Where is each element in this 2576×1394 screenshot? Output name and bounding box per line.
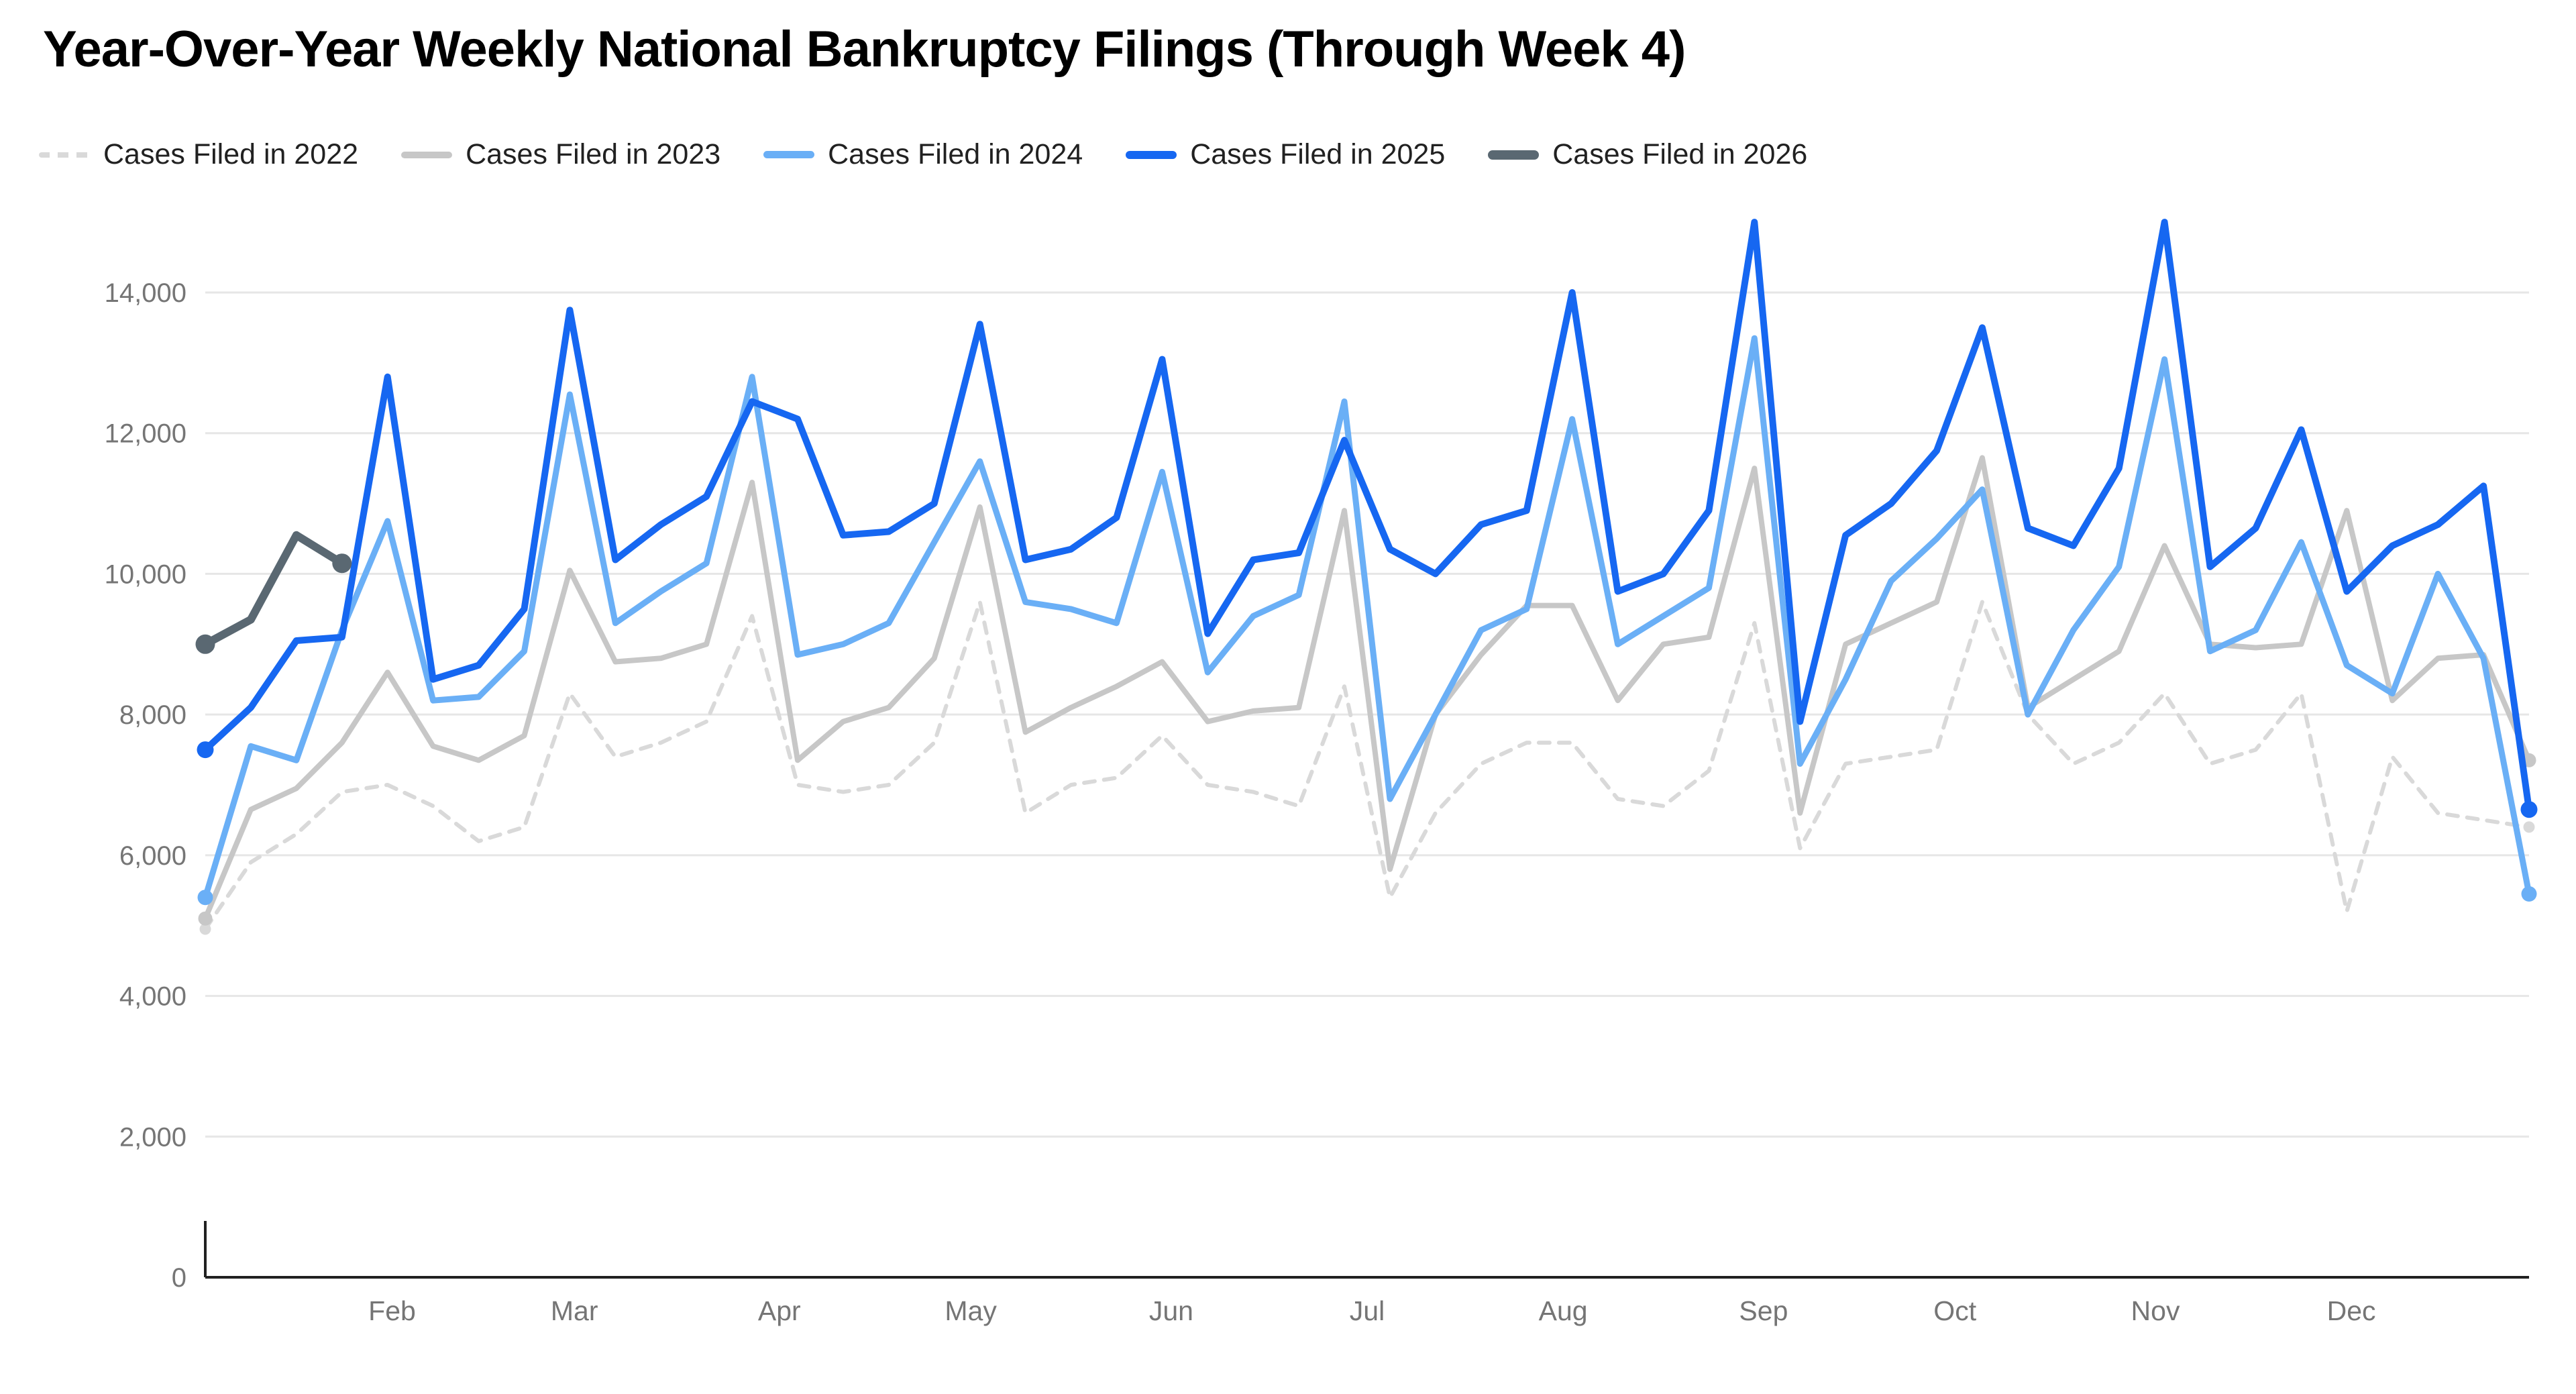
y-axis-label: 2,000 bbox=[119, 1122, 186, 1152]
legend-line-swatch-2024 bbox=[763, 151, 815, 158]
series-line-2023[interactable] bbox=[203, 455, 2532, 922]
series-line-2024[interactable] bbox=[202, 335, 2532, 901]
series-endpoint-dot-2026[interactable] bbox=[332, 553, 352, 574]
legend-item-2022[interactable]: Cases Filed in 2022 bbox=[39, 138, 358, 171]
legend-label-2024: Cases Filed in 2024 bbox=[828, 138, 1083, 170]
chart-area: 0 2,000 4,000 6,000 8,000 10,000 12,000 14,000 F… bbox=[0, 201, 2576, 1391]
x-axis-label: Dec bbox=[2327, 1295, 2376, 1326]
series-endpoint-dot-2026[interactable] bbox=[195, 634, 215, 654]
x-axis-label: Mar bbox=[551, 1295, 598, 1326]
y-axis-label: 4,000 bbox=[119, 982, 186, 1012]
x-axis-label: Apr bbox=[758, 1295, 801, 1326]
x-axis-label: Oct bbox=[1933, 1295, 1976, 1326]
legend-label-2022: Cases Filed in 2022 bbox=[103, 138, 359, 170]
legend-line-swatch-2023 bbox=[401, 151, 453, 158]
legend-label-2025: Cases Filed in 2025 bbox=[1190, 138, 1446, 170]
series-endpoint-dot-2022[interactable] bbox=[2523, 821, 2535, 833]
y-axis-label: 14,000 bbox=[105, 278, 186, 308]
y-axis-label: 6,000 bbox=[119, 841, 186, 871]
x-axis-label: Nov bbox=[2131, 1295, 2180, 1326]
series-endpoint-dot-2025[interactable] bbox=[2520, 801, 2538, 818]
legend-item-2023[interactable]: Cases Filed in 2023 bbox=[401, 138, 720, 171]
legend-line-swatch-2026 bbox=[1488, 150, 1540, 160]
legend-line-swatch-2022 bbox=[39, 152, 90, 158]
legend-item-2026[interactable]: Cases Filed in 2026 bbox=[1488, 138, 1807, 171]
series-endpoint-dot-2025[interactable] bbox=[197, 741, 214, 759]
series-line-2022[interactable] bbox=[203, 600, 2531, 931]
legend-label-2026: Cases Filed in 2026 bbox=[1552, 138, 1808, 170]
y-axis-label: 12,000 bbox=[105, 419, 186, 449]
x-axis-label: May bbox=[945, 1295, 997, 1326]
series-endpoint-dot-2022[interactable] bbox=[199, 923, 211, 935]
legend-item-2024[interactable]: Cases Filed in 2024 bbox=[763, 138, 1083, 171]
legend-item-2025[interactable]: Cases Filed in 2025 bbox=[1126, 138, 1445, 171]
y-axis-label: 8,000 bbox=[119, 700, 186, 730]
legend-line-swatch-2025 bbox=[1126, 150, 1177, 159]
chart-title: Year-Over-Year Weekly National Bankruptc… bbox=[43, 21, 1686, 78]
y-axis-label: 10,000 bbox=[105, 559, 186, 589]
series-endpoint-dot-2023[interactable] bbox=[198, 911, 213, 926]
y-axis-label: 0 bbox=[172, 1263, 186, 1293]
legend: Cases Filed in 2022 Cases Filed in 2023 … bbox=[39, 138, 1807, 171]
series-line-2025[interactable] bbox=[202, 219, 2532, 813]
x-axis-label: Jun bbox=[1149, 1295, 1193, 1326]
x-axis-label: Jul bbox=[1350, 1295, 1385, 1326]
series-endpoint-dot-2024[interactable] bbox=[2521, 886, 2537, 902]
x-axis-label: Feb bbox=[368, 1295, 416, 1326]
x-axis-label: Sep bbox=[1739, 1295, 1788, 1326]
chart-svg: 0 2,000 4,000 6,000 8,000 10,000 12,000 14,000 F… bbox=[105, 219, 2538, 1326]
series-endpoint-dot-2024[interactable] bbox=[197, 890, 213, 906]
x-axis-label: Aug bbox=[1539, 1295, 1588, 1326]
series-line-2026[interactable] bbox=[201, 531, 346, 649]
legend-label-2023: Cases Filed in 2023 bbox=[466, 138, 721, 170]
